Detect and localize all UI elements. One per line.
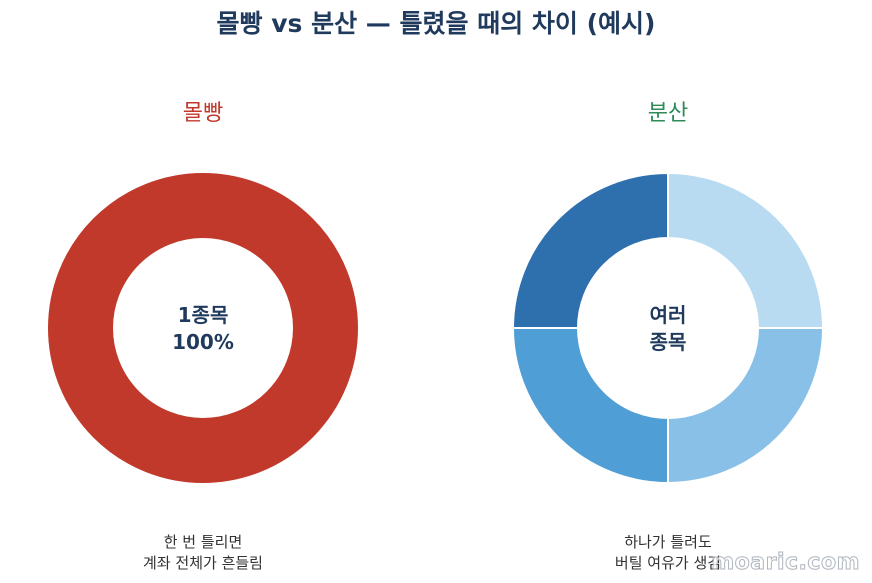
right-center-label-1: 여러 [650, 303, 687, 327]
right-center-label-2: 종목 [650, 330, 687, 354]
left-slice-1 [48, 173, 358, 483]
right-chart-title: 분산 [648, 101, 688, 126]
right-slice-3 [511, 327, 669, 485]
left-chart-title: 몰빵 [183, 101, 223, 126]
right-slice-4 [511, 171, 669, 329]
left-center-label-1: 1종목 [178, 303, 229, 327]
right-caption-line-2: 버틸 여유가 생김 [614, 554, 722, 572]
right-slice-2 [667, 327, 825, 485]
left-center-label-2: 100% [172, 330, 234, 354]
left-caption-line-1: 한 번 틀리면 [163, 533, 243, 551]
chart-title: 몰빵 vs 분산 — 틀렸을 때의 차이 (예시) [216, 9, 656, 38]
right-caption-line-1: 하나가 틀려도 [624, 533, 712, 551]
left-caption: 한 번 틀리면 계좌 전체가 흔들림 [53, 532, 353, 574]
left-caption-line-2: 계좌 전체가 흔들림 [143, 554, 263, 572]
right-caption: 하나가 틀려도 버틸 여유가 생김 [518, 532, 818, 574]
watermark: moaric.com [711, 550, 860, 576]
right-slice-1 [667, 171, 825, 329]
